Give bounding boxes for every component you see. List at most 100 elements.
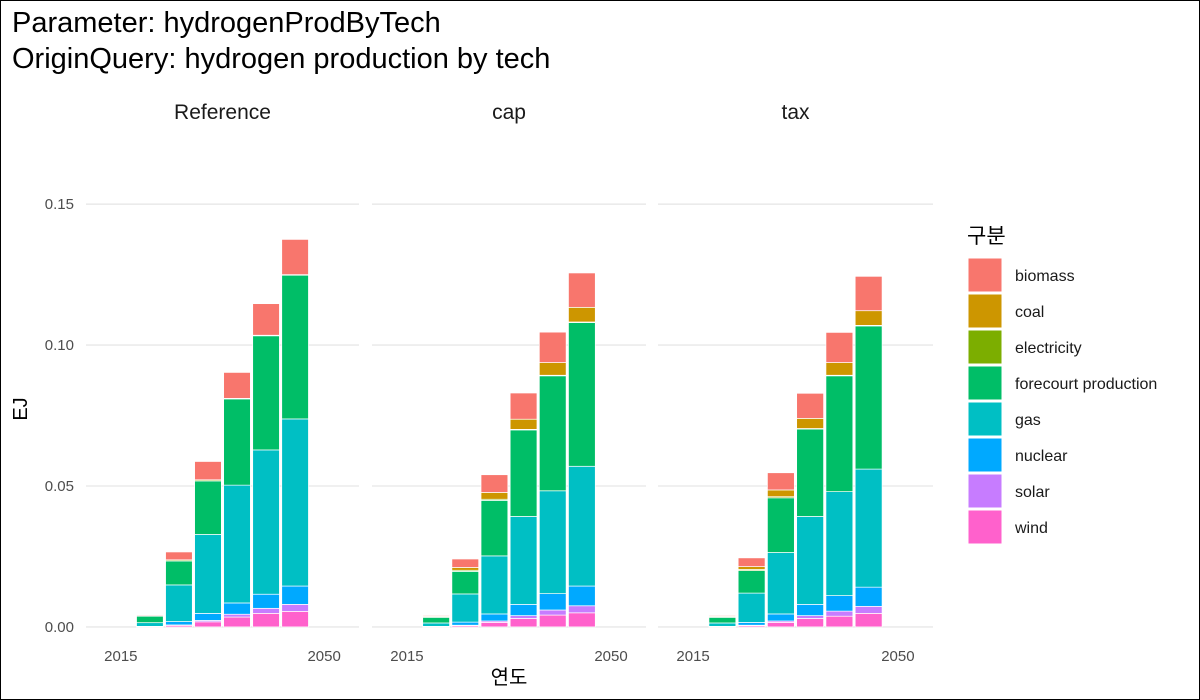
x-tick-label: 2015 [676,648,709,665]
bar-segment-wind [767,622,795,628]
bar-segment-nuclear [165,621,193,626]
bar-segment-coal [480,492,509,500]
bar-segment-biomass [223,372,251,399]
bar-segment-nuclear [767,613,795,622]
bar-segment-biomass [480,474,509,493]
bar-segment-coal [509,418,538,430]
bar-segment-nuclear [538,593,567,611]
bar-segment-nuclear [451,621,480,626]
bar-segment-coal [538,362,567,376]
bar-segment-forecourt-production [796,428,824,517]
legend-label-coal: coal [1015,304,1044,321]
bar-segment-biomass [252,303,280,336]
bar-segment-forecourt-production [538,375,567,492]
bar-segment-forecourt-production [825,375,854,492]
bar-segment-forecourt-production [223,398,251,486]
legend-swatch-nuclear [967,437,1003,473]
x-tick-label: 2015 [104,648,137,665]
bar-segment-gas [480,555,509,615]
legend-title: 구분 [967,225,1006,248]
bar-segment-gas [194,534,222,614]
bar-segment-nuclear [480,613,509,622]
bar-segment-forecourt-production [854,325,883,470]
bar-segment-nuclear [568,585,596,607]
bar-segment-biomass [568,272,596,308]
bar-segment-gas [422,622,450,627]
bar-segment-gas [538,490,567,595]
bar-segment-wind [223,616,251,628]
bar-segment-wind [194,621,222,628]
facet-label-reference: Reference [174,101,271,124]
bar-segment-forecourt-production [451,571,480,595]
bar-segment-forecourt-production [737,570,766,594]
bar-segment-solar [854,605,883,614]
bar-segment-solar [223,613,251,618]
bar-segment-nuclear [825,595,854,612]
bar-segment-solar [281,604,309,612]
bar-segment-nuclear [509,604,538,616]
bar-segment-coal [796,418,824,429]
bar-segment-forecourt-production [767,497,795,553]
bar-segment-wind [480,622,509,628]
bar-segment-coal [568,306,596,323]
bar-segment-nuclear [796,604,824,616]
bar-segment-biomass [825,332,854,363]
bar-segment-nuclear [737,622,766,626]
bar-segment-forecourt-production [708,616,737,624]
bar-segment-biomass [194,461,222,481]
chart-title-line2: OriginQuery: hydrogen production by tech [12,43,551,75]
legend-swatch-coal [967,293,1003,329]
bar-segment-wind [825,615,854,628]
legend-label-electricity: electricity [1015,340,1082,357]
bar-segment-wind [509,618,538,628]
legend-swatch-biomass [967,257,1003,293]
y-tick-label: 0.00 [45,619,74,636]
y-tick-label: 0.05 [45,478,74,495]
bar-segment-coal [737,566,766,570]
legend-label-gas: gas [1015,412,1041,429]
bar-segment-gas [568,465,596,587]
bar-segment-biomass [796,392,824,419]
bar-segment-biomass [422,614,450,617]
bar-segment-gas [796,516,824,605]
bar-segment-nuclear [281,585,309,605]
legend-swatch-solar [967,473,1003,509]
bar-segment-biomass [509,392,538,420]
bar-segment-solar [538,609,567,616]
legend-label-biomass: biomass [1015,268,1075,285]
bar-segment-gas [136,622,164,627]
bar-segment-solar [568,605,596,614]
bar-segment-forecourt-production [509,429,538,517]
legend-swatch-electricity [967,329,1003,365]
bar-segment-biomass [451,558,480,568]
bar-segment-biomass [767,472,795,491]
bar-segment-gas [854,468,883,588]
bar-segment-forecourt-production [568,322,596,467]
bar-segment-solar [825,610,854,617]
bar-segment-gas [708,622,737,627]
bar-segment-gas [825,491,854,596]
bar-segment-solar [509,615,538,619]
x-tick-label: 2050 [881,648,914,665]
bar-segment-wind [854,613,883,628]
bar-segment-biomass [136,614,164,616]
legend-label-nuclear: nuclear [1015,448,1068,465]
y-axis-title: EJ [10,397,32,420]
bar-segment-wind [568,612,596,628]
bar-segment-biomass [708,614,737,617]
bar-segment-forecourt-production [480,500,509,557]
bar-segment-gas [451,593,480,623]
bar-segment-biomass [165,551,193,561]
chart-title-line1: Parameter: hydrogenProdByTech [12,7,441,39]
y-tick-label: 0.10 [45,337,74,354]
facet-label-cap: cap [492,101,526,124]
bar-segment-coal [451,567,480,571]
bar-segment-gas [281,418,309,587]
bar-segment-biomass [281,239,309,275]
bar-segment-forecourt-production [165,560,193,586]
bar-segment-gas [737,592,766,623]
bar-segment-forecourt-production [281,274,309,420]
legend-label-wind: wind [1014,520,1048,537]
bar-segment-coal [854,310,883,326]
